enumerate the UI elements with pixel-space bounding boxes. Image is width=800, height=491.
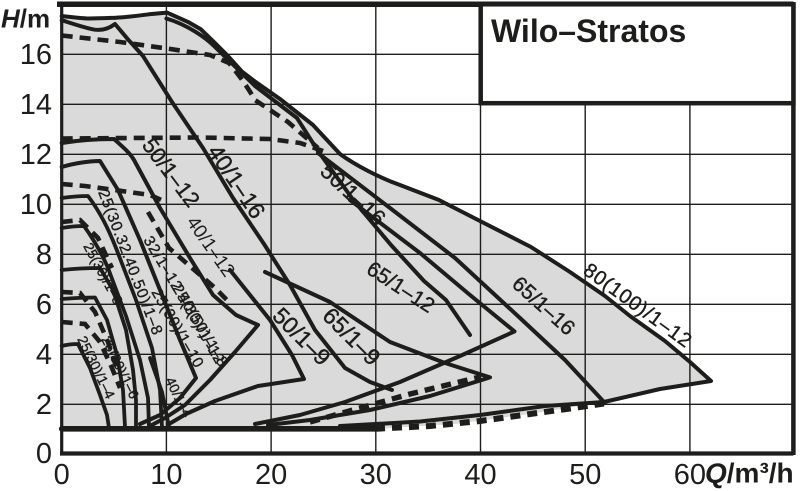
svg-text:60: 60 [674,459,706,491]
svg-text:4: 4 [36,339,52,371]
svg-text:12: 12 [20,139,52,171]
svg-text:2: 2 [36,389,52,421]
svg-text:Q/m³/h: Q/m³/h [705,458,794,489]
svg-text:40: 40 [464,459,496,491]
svg-text:Wilo–Stratos: Wilo–Stratos [491,13,686,49]
svg-text:6: 6 [36,289,52,321]
svg-text:20: 20 [255,459,287,491]
svg-text:14: 14 [20,89,52,121]
svg-text:30: 30 [360,459,392,491]
svg-text:10: 10 [150,459,182,491]
svg-text:50: 50 [569,459,601,491]
svg-text:0: 0 [54,459,70,491]
svg-text:H/m: H/m [1,4,50,34]
svg-text:10: 10 [20,189,52,221]
svg-text:8: 8 [36,239,52,271]
svg-text:16: 16 [20,39,52,71]
svg-text:0: 0 [36,438,52,470]
